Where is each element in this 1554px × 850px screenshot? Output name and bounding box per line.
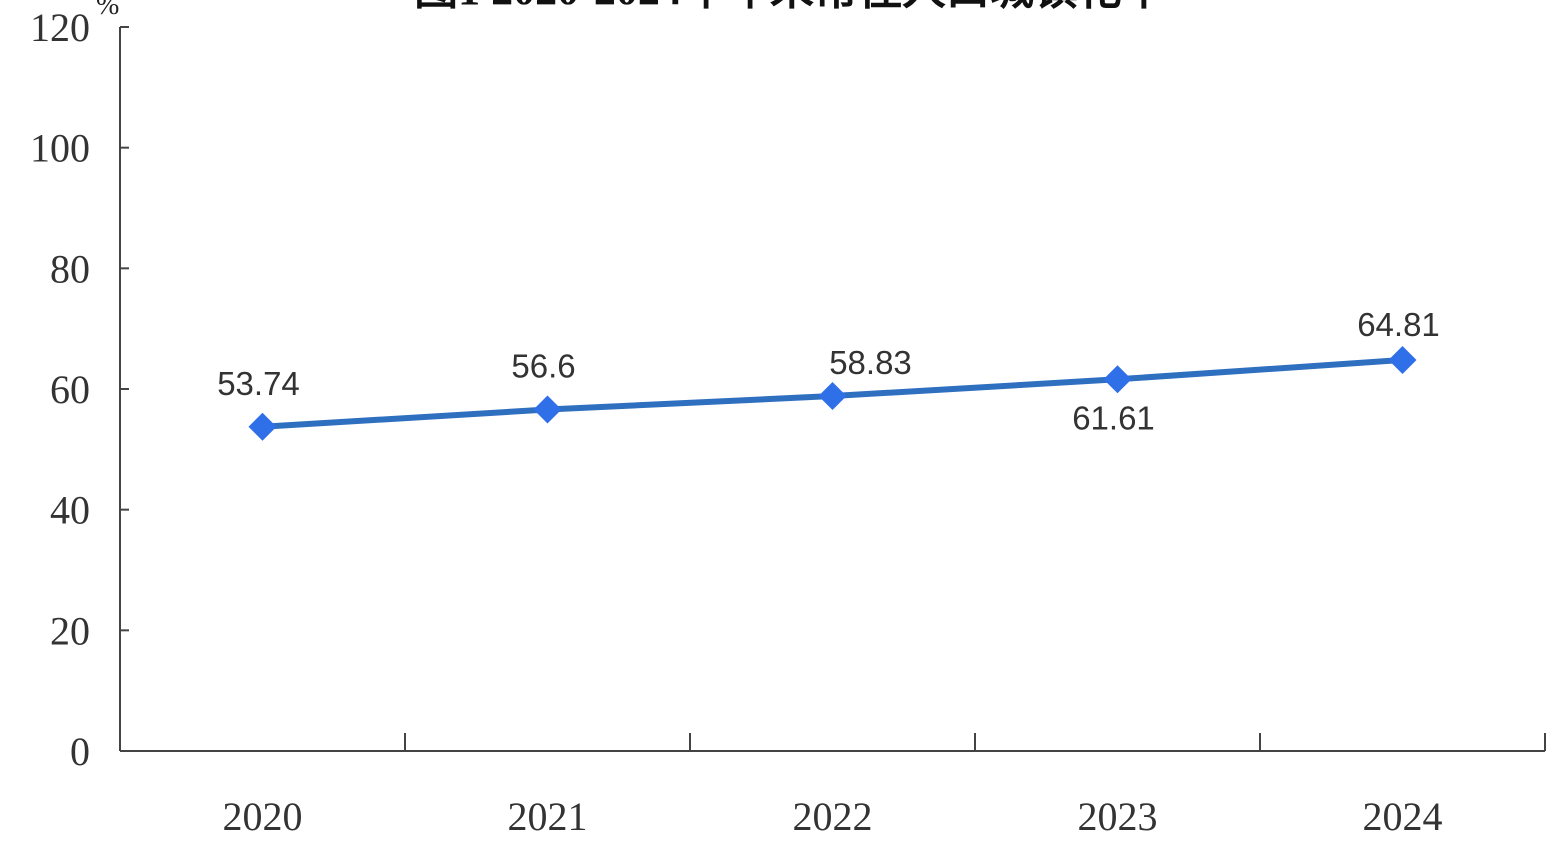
y-tick-label: 80 — [50, 246, 90, 291]
y-tick-label: 100 — [30, 126, 90, 171]
x-tick-label: 2020 — [223, 794, 303, 839]
data-label: 56.6 — [511, 348, 575, 385]
data-label: 58.83 — [829, 344, 912, 381]
marker — [818, 382, 847, 411]
y-tick-label: 40 — [50, 488, 90, 533]
data-label: 53.74 — [217, 365, 300, 402]
x-tick-label: 2024 — [1363, 794, 1443, 839]
marker — [248, 412, 277, 441]
marker — [533, 395, 562, 424]
marker — [1388, 345, 1417, 374]
data-label: 61.61 — [1072, 399, 1155, 436]
x-tick-label: 2023 — [1078, 794, 1158, 839]
y-tick-label: 20 — [50, 608, 90, 653]
x-tick-label: 2021 — [508, 794, 588, 839]
chart-title: 图1 2020-2024年年末常住人口城镇化率 — [414, 0, 1166, 14]
y-tick-label: 120 — [30, 5, 90, 50]
y-tick-label: 0 — [70, 729, 90, 774]
y-tick-label: 60 — [50, 367, 90, 412]
data-label: 64.81 — [1357, 306, 1440, 343]
marker — [1103, 365, 1132, 394]
x-tick-label: 2022 — [793, 794, 873, 839]
y-unit: % — [96, 0, 119, 21]
